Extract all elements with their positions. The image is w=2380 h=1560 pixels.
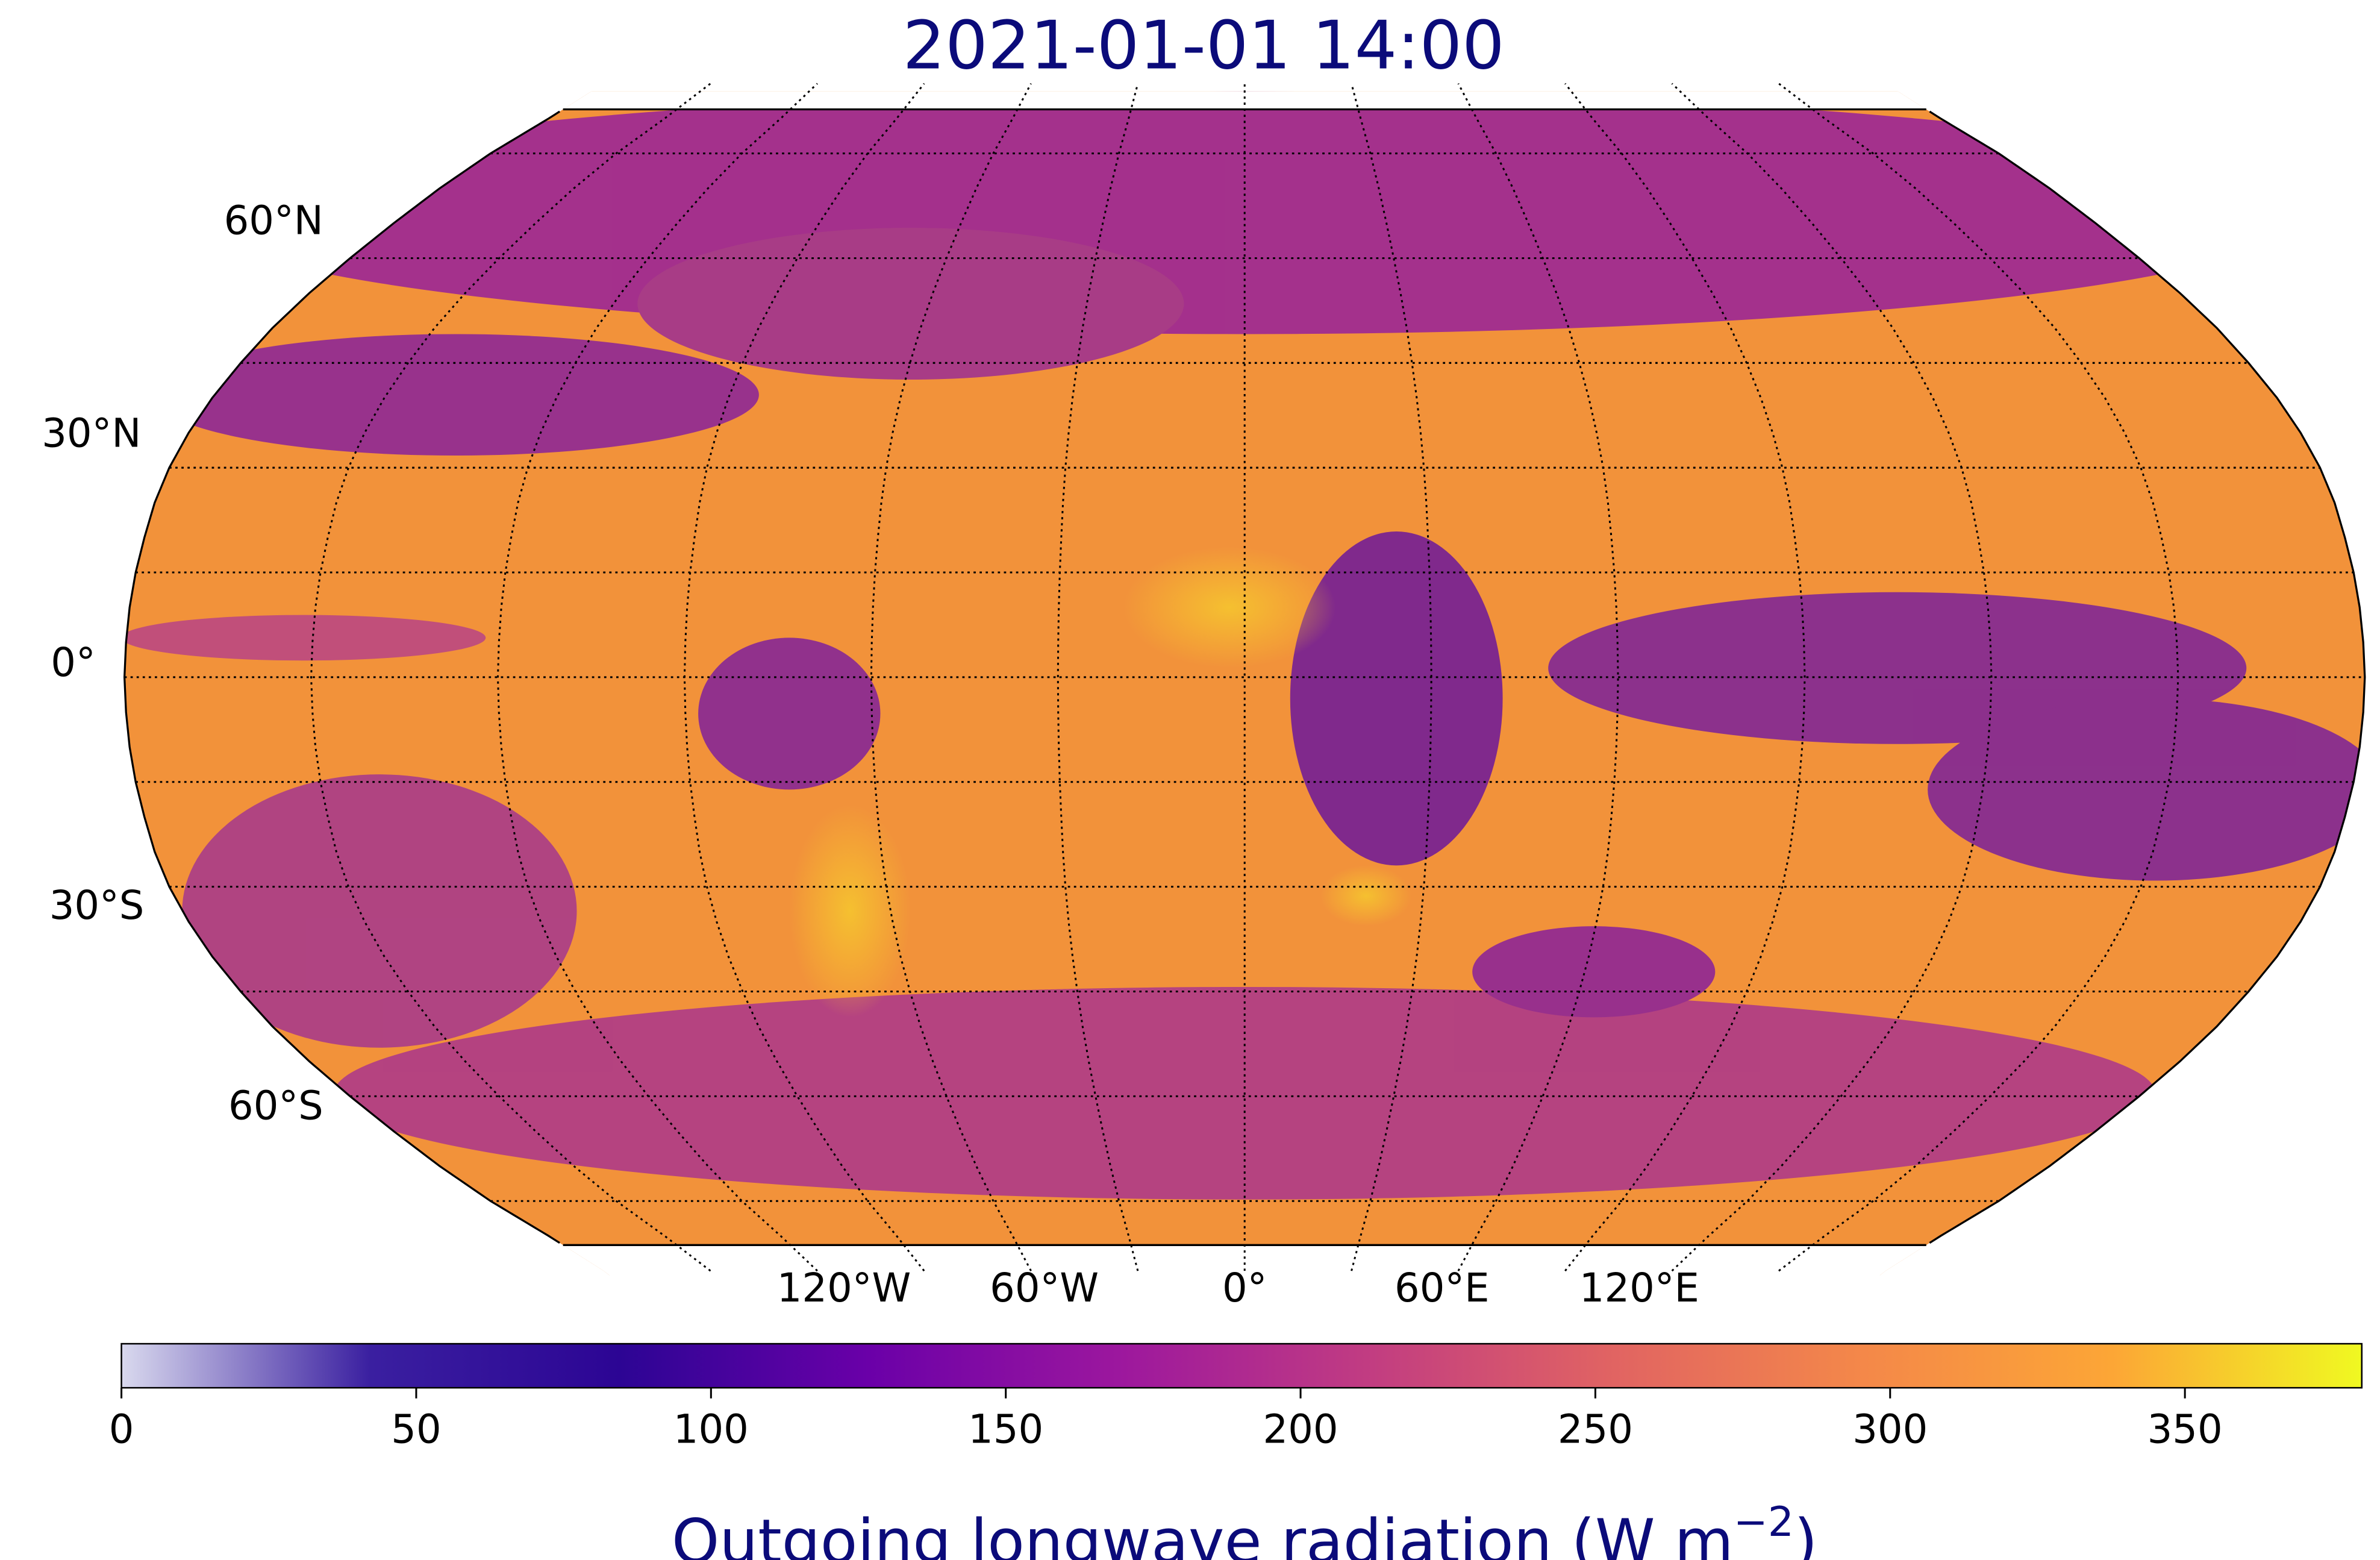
warm-region <box>789 804 911 1018</box>
colorbar-label-text: Outgoing longwave radiation (W m <box>672 1506 1734 1560</box>
map-clip-top <box>124 91 2365 110</box>
warm-region <box>1320 865 1412 927</box>
lat-label: 0° <box>51 640 95 686</box>
meridian <box>1671 83 1993 1272</box>
meridian <box>1778 83 2179 1272</box>
lon-label: 0° <box>1222 1265 1267 1311</box>
map-labels: 60°N 30°N 0° 30°S 60°S 120°W 60°W 0° 60°E 120°E <box>42 198 1699 1311</box>
lat-label: 60°N <box>224 198 323 244</box>
colorbar-tick-label: 0 <box>109 1406 134 1452</box>
meridian <box>683 83 925 1272</box>
title: 2021-01-01 14:00 <box>903 7 1505 85</box>
colorbar-tick-label: 150 <box>968 1406 1043 1452</box>
map-outline <box>123 108 2366 1246</box>
colorbar-tick-label: 200 <box>1263 1406 1338 1452</box>
meridian <box>870 83 1032 1271</box>
colorbar-tick-label: 350 <box>2147 1406 2223 1452</box>
colorbar-label: Outgoing longwave radiation (W m−2) <box>672 1498 1817 1560</box>
meridian <box>310 83 711 1272</box>
colorbar-fill <box>120 1342 2363 1389</box>
colorbar-tick-label: 100 <box>673 1406 749 1452</box>
colorbar-tick-label: 50 <box>391 1406 441 1452</box>
lat-label: 60°S <box>228 1083 323 1129</box>
lat-label: 30°N <box>42 410 141 456</box>
lon-label: 120°E <box>1579 1265 1699 1311</box>
colorbar: 0 50 100 150 200 250 300 350 <box>109 1342 2363 1452</box>
meridian <box>1564 83 1806 1272</box>
lon-label: 120°W <box>777 1265 911 1311</box>
warm-region <box>1123 547 1336 668</box>
lat-label: 30°S <box>49 883 145 929</box>
meridian <box>496 83 818 1272</box>
lon-label: 60°W <box>990 1265 1099 1311</box>
graticule <box>124 83 2365 1272</box>
colorbar-tick-label: 300 <box>1852 1406 1928 1452</box>
meridian <box>1457 83 1619 1271</box>
lon-label: 60°E <box>1395 1265 1489 1311</box>
colorbar-label-superscript: −2 <box>1734 1498 1794 1546</box>
map <box>124 83 2365 1291</box>
colorbar-label-suffix: ) <box>1794 1506 1817 1560</box>
colorbar-tick-label: 250 <box>1558 1406 1633 1452</box>
